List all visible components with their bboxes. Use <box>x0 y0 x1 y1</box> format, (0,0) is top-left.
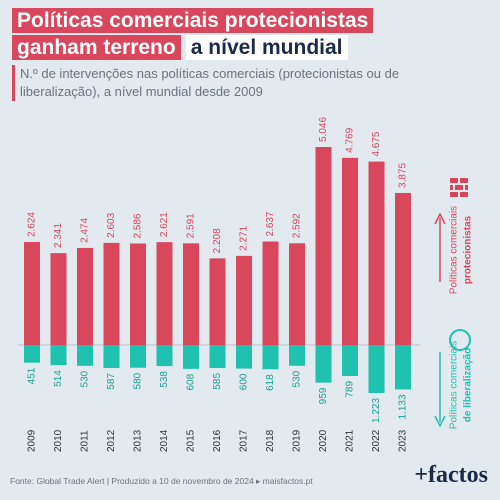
x-tick-label: 2010 <box>53 429 64 452</box>
bar <box>77 247 93 345</box>
bar <box>395 345 411 390</box>
value-label: 530 <box>292 370 303 387</box>
globe-icon <box>449 329 471 351</box>
value-label: 2.621 <box>159 212 170 237</box>
value-label: 2.603 <box>106 212 117 237</box>
value-label: 5.046 <box>318 117 329 142</box>
bar <box>209 258 226 345</box>
value-label: 538 <box>159 371 170 388</box>
x-tick-label: 2017 <box>239 429 250 452</box>
value-label: 580 <box>133 372 144 389</box>
value-label: 587 <box>106 373 117 390</box>
bar <box>24 242 40 345</box>
value-label: 2.592 <box>292 213 303 238</box>
value-label: 451 <box>27 367 38 384</box>
value-label: 1.133 <box>398 394 409 419</box>
bar <box>342 345 358 376</box>
value-label: 2.271 <box>239 225 250 250</box>
bar <box>368 345 385 393</box>
value-label: 608 <box>186 373 197 390</box>
x-tick-label: 2021 <box>345 429 356 452</box>
bar <box>209 345 226 368</box>
bar <box>262 345 279 370</box>
title: Políticas comerciais protecionistas <box>12 8 374 33</box>
bar <box>342 157 358 345</box>
bar <box>315 147 332 345</box>
value-label: 2.208 <box>212 228 223 253</box>
legend-label: de liberalização <box>463 348 474 422</box>
value-label: 959 <box>318 387 329 404</box>
x-tick-label: 2014 <box>159 429 170 452</box>
legend-label: Políticas comerciais <box>449 206 460 294</box>
logo: +factos <box>414 462 488 488</box>
value-label: 600 <box>239 373 250 390</box>
legend-label: Políticas comerciais <box>449 341 460 429</box>
bar <box>103 345 120 369</box>
x-tick-label: 2018 <box>265 429 276 452</box>
bar <box>50 345 67 366</box>
value-label: 4.769 <box>345 127 356 152</box>
x-tick-label: 2019 <box>292 429 303 452</box>
value-label: 1.223 <box>371 398 382 423</box>
bar <box>183 345 199 369</box>
value-label: 2.637 <box>265 211 276 236</box>
bar <box>236 345 252 369</box>
value-label: 2.341 <box>53 223 64 248</box>
bar <box>130 345 146 368</box>
x-tick-label: 2016 <box>212 429 223 452</box>
bar <box>368 161 385 345</box>
value-label: 3.875 <box>398 162 409 187</box>
arrow <box>434 415 446 428</box>
bar <box>130 243 146 345</box>
bar <box>183 243 199 345</box>
value-label: 2.624 <box>27 212 38 237</box>
wall-icon <box>450 178 468 197</box>
bar <box>315 345 332 383</box>
legend-label: protecionistas <box>463 215 474 284</box>
bar <box>262 241 279 345</box>
value-label: 530 <box>80 370 91 387</box>
value-label: 789 <box>345 381 356 398</box>
title: ganham terreno <box>12 35 181 60</box>
bar <box>236 255 252 345</box>
bar <box>289 345 305 366</box>
bar <box>395 192 411 345</box>
arrow <box>434 212 446 225</box>
title: a nível mundial <box>185 35 348 60</box>
value-label: 4.675 <box>371 131 382 156</box>
x-tick-label: 2011 <box>80 430 91 452</box>
x-tick-label: 2012 <box>106 429 117 452</box>
bar <box>156 345 173 367</box>
x-tick-label: 2009 <box>27 429 38 452</box>
subtitle: N.º de intervenções nas políticas comerc… <box>12 65 450 101</box>
x-tick-label: 2023 <box>398 429 409 452</box>
value-label: 618 <box>265 374 276 391</box>
bar <box>156 242 173 345</box>
x-tick-label: 2020 <box>318 429 329 452</box>
bar <box>50 253 67 345</box>
value-label: 514 <box>53 370 64 387</box>
value-label: 2.474 <box>80 217 91 242</box>
value-label: 585 <box>212 373 223 390</box>
x-tick-label: 2013 <box>133 429 144 452</box>
source: Fonte: Global Trade Alert | Produzido a … <box>10 476 313 486</box>
value-label: 2.586 <box>133 213 144 238</box>
header: Políticas comerciais protecionistas ganh… <box>12 8 492 101</box>
x-tick-label: 2015 <box>186 429 197 452</box>
x-tick-label: 2022 <box>371 429 382 452</box>
bar <box>103 242 120 345</box>
bar <box>289 243 305 345</box>
bar <box>24 345 40 363</box>
value-label: 2.591 <box>186 213 197 238</box>
bar <box>77 345 93 366</box>
